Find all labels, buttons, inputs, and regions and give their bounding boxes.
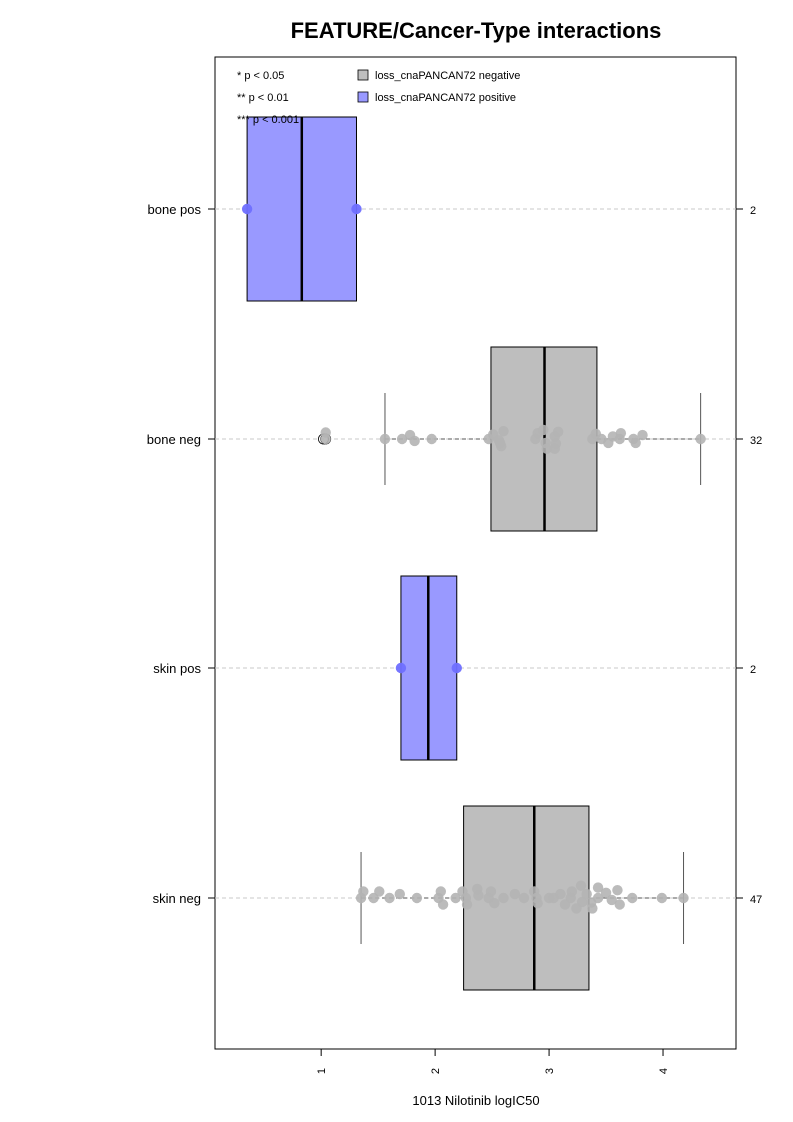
point-3-15	[472, 883, 483, 895]
sig-legend-3: *** p < 0.001	[237, 114, 299, 126]
point-1-1	[320, 433, 331, 445]
point-3-1	[358, 886, 369, 897]
point-3-41	[612, 885, 623, 896]
point-1-12	[494, 437, 506, 449]
sample-count-3: 47	[750, 894, 762, 906]
point-3-37	[592, 882, 604, 893]
point-3-34	[581, 888, 592, 900]
point-3-21	[518, 892, 530, 904]
point-1-6	[426, 433, 437, 445]
point-1-20	[549, 443, 560, 454]
point-3-39	[600, 887, 612, 898]
point-1-28	[615, 427, 627, 439]
sample-count-2: 2	[750, 664, 756, 676]
point-1-17	[541, 443, 552, 454]
point-3-33	[575, 880, 587, 891]
legend-swatch-positive	[357, 91, 369, 103]
point-3-20	[509, 888, 521, 900]
data-points	[241, 203, 706, 914]
point-3-17	[485, 886, 497, 897]
sample-count-0: 2	[750, 205, 756, 217]
point-3-4	[384, 892, 395, 904]
legend: loss_cnaPANCAN72 negative loss_cnaPANCAN…	[357, 69, 520, 104]
point-3-19	[498, 892, 509, 904]
point-3-27	[555, 888, 566, 900]
significance-legend: * p < 0.05 ** p < 0.01 *** p < 0.001	[237, 70, 299, 126]
x-tick-label-2: 3	[544, 1068, 556, 1074]
point-3-9	[437, 899, 449, 910]
point-1-30	[630, 437, 641, 449]
category-label-0: bone pos	[148, 202, 202, 217]
point-3-5	[394, 888, 405, 900]
point-2-1	[451, 662, 462, 674]
x-axis-label: 1013 Nilotinib logIC50	[412, 1093, 539, 1108]
point-3-44	[656, 892, 668, 904]
point-3-36	[587, 903, 598, 914]
category-label-3: skin neg	[153, 891, 201, 906]
legend-label-negative: loss_cnaPANCAN72 negative	[375, 70, 520, 82]
point-3-32	[576, 896, 588, 908]
sample-count-1: 32	[750, 435, 762, 447]
point-1-32	[695, 433, 706, 445]
point-3-45	[678, 892, 689, 904]
point-3-18	[489, 898, 500, 909]
point-3-24	[531, 892, 542, 904]
x-tick-label-3: 4	[658, 1068, 670, 1074]
point-1-21	[552, 426, 564, 438]
point-1-3	[396, 433, 408, 445]
point-3-10	[450, 892, 461, 904]
legend-label-positive: loss_cnaPANCAN72 positive	[375, 92, 516, 104]
x-tick-label-1: 2	[430, 1068, 442, 1074]
point-0-0	[241, 203, 253, 215]
x-axis: 1 2 3 4	[316, 1048, 670, 1074]
point-1-2	[379, 433, 391, 445]
category-label-1: bone neg	[147, 432, 201, 447]
point-2-0	[395, 662, 407, 674]
point-3-6	[411, 892, 423, 904]
sig-legend-1: * p < 0.05	[237, 70, 284, 82]
category-label-2: skin pos	[153, 661, 201, 676]
point-3-40	[606, 894, 617, 906]
boxes	[246, 116, 598, 991]
point-3-13	[461, 899, 473, 910]
point-0-1	[351, 203, 362, 215]
point-1-15	[538, 424, 549, 436]
point-3-8	[435, 886, 447, 897]
point-1-5	[409, 435, 420, 447]
point-3-38	[592, 892, 604, 904]
sig-legend-2: ** p < 0.01	[237, 92, 289, 104]
point-3-30	[566, 886, 578, 897]
legend-swatch-negative	[357, 69, 369, 81]
category-labels: bone pos bone neg skin pos skin neg	[147, 202, 215, 906]
sample-counts: 2 32 2 47	[736, 205, 762, 906]
point-3-42	[614, 899, 625, 910]
point-1-31	[637, 429, 648, 441]
point-3-43	[627, 892, 638, 904]
point-1-10	[498, 426, 509, 437]
point-1-14	[530, 433, 541, 445]
grid-lines	[215, 208, 736, 899]
x-tick-label-0: 1	[316, 1068, 328, 1074]
chart-title: FEATURE/Cancer-Type interactions	[291, 18, 662, 43]
point-3-3	[374, 886, 385, 897]
